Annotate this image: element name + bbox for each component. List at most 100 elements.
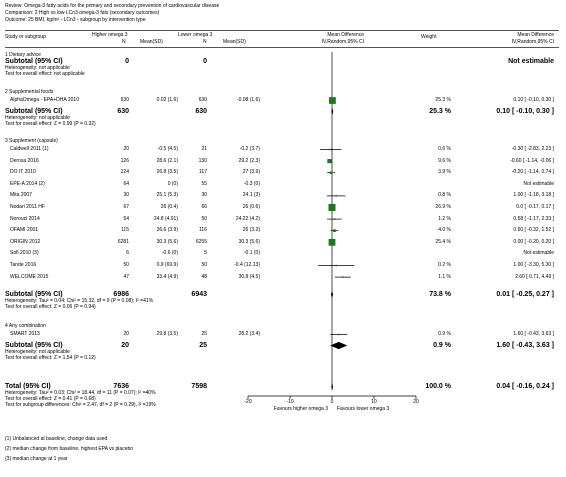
study-ci: Not estimable: [523, 250, 554, 257]
study-ci: 0.00 [ -0.20, 0.20 ]: [513, 238, 554, 245]
study-square: [337, 333, 340, 336]
study-n-low: 66: [201, 204, 207, 210]
study-n-high: 630: [120, 97, 129, 103]
study-mean-high: 28.6 (2.1): [156, 157, 178, 164]
subgroup-3-n-high: 6986: [113, 291, 129, 298]
x-tick-label: 0: [330, 399, 334, 405]
study-n-high: 6281: [117, 238, 129, 245]
study-n-low: 130: [198, 157, 207, 164]
study-name: DO IT 2010: [10, 169, 36, 176]
subgroup-3-title: 3 Supplement (capsule): [5, 138, 58, 144]
x-tick-label: -10: [286, 399, 294, 405]
study-square: [327, 159, 332, 164]
header-bottom-rule: [5, 47, 559, 48]
outcome-title: Outcome: 25 BMI, kg/m² - LCn3 - subgroup…: [5, 17, 146, 23]
study-mean-low: 30.3 (5.6): [238, 238, 260, 245]
total-diamond: [331, 382, 334, 391]
col-mean-high: Mean(SD): [140, 39, 163, 45]
study-ci: 1.00 [ -1.18, 3.18 ]: [513, 192, 554, 199]
study-name: Tande 2016: [10, 262, 37, 268]
footnote-1: (1) Unbalanced at baseline, change data …: [5, 436, 108, 442]
header-top-rule: [5, 30, 559, 31]
study-n-low: 21: [201, 146, 207, 152]
study-n-high: 20: [123, 146, 129, 152]
study-weight: 3.9 %: [438, 169, 451, 176]
subgroup-4-ci: 1.60 [ -0.43, 3.63 ]: [496, 342, 554, 349]
subgroup-4-overall: Test for overall effect: Z = 1.54 (P = 0…: [5, 355, 96, 361]
study-mean-low: 26 (3.2): [242, 227, 260, 234]
subtotal-diamond: [330, 341, 348, 350]
study-mean-low: 29.2 (2.3): [238, 157, 260, 164]
study-ci: 1.60 [ -0.43, 3.63 ]: [513, 331, 554, 337]
study-mean-high: 0.02 (1.6): [156, 97, 178, 103]
col-md-ci-sub: IV,Random,95% CI: [511, 39, 554, 45]
total-heterogeneity: Heterogeneity: Tau² = 0.03; Chi² = 18.44…: [5, 390, 156, 396]
study-mean-low: -0.1 (0): [243, 250, 260, 257]
study-n-low: 50: [201, 215, 207, 222]
subgroup-3-weight: 73.8 %: [429, 291, 451, 298]
study-mean-low: 24.1 (3): [242, 192, 260, 199]
col-study: Study or subgroup: [5, 34, 46, 40]
study-ci: 0.10 [ -0.10, 0.30 ]: [513, 97, 554, 103]
subgroup-4-n-low: 25: [199, 342, 207, 349]
col-high-group: Higher omega 3: [92, 32, 128, 38]
subgroup-4-n-high: 20: [121, 342, 129, 349]
favours-right-label: Favours lower omega 3: [337, 406, 390, 412]
study-mean-high: 33.4 (4.9): [156, 273, 178, 280]
study-name: Derosa 2016: [10, 157, 39, 164]
subgroup-3-heterogeneity: Heterogeneity: Tau² = 0.04; Chi² = 15.32…: [5, 298, 154, 304]
study-square: [329, 97, 336, 104]
study-mean-low: -0.08 (1.6): [236, 97, 260, 103]
subgroup-1-overall: Test for overall effect: not applicable: [5, 71, 85, 77]
subgroup-4-title: 4 Any combination: [5, 323, 46, 329]
study-mean-high: 0 (0): [167, 180, 178, 187]
study-ci: Not estimable: [523, 180, 554, 187]
study-n-low: 117: [199, 169, 207, 176]
study-name: Nodari 2011 HF: [10, 204, 45, 210]
study-mean-high: 0.9 (69.9): [156, 262, 178, 268]
study-mean-high: 25.1 (5.3): [156, 192, 178, 199]
col-md-title: Mean Difference: [327, 32, 364, 38]
subtotal-diamond: [330, 290, 334, 299]
study-name: OFAMI 2001: [10, 227, 39, 234]
study-square: [333, 218, 336, 220]
study-ci: -0.30 [ -2.83, 2.23 ]: [511, 146, 554, 152]
study-n-high: 50: [123, 262, 129, 268]
study-name: Sofi 2010 (3): [10, 250, 39, 257]
study-n-low: 6255: [195, 238, 207, 245]
footnote-2: (2) median change from baseline, highest…: [5, 446, 134, 452]
study-n-high: 30: [123, 192, 129, 199]
col-md-ci-title: Mean Difference: [517, 32, 554, 38]
study-mean-low: 26 (0.6): [242, 204, 260, 210]
study-mean-low: 27 (3.9): [242, 169, 260, 176]
study-weight: 0.2 %: [438, 262, 451, 268]
study-square: [335, 195, 337, 197]
study-mean-high: 26.8 (3.5): [156, 169, 178, 176]
study-name: EPE-A 2014 (2): [10, 180, 45, 187]
study-mean-high: 29.8 (3.5): [156, 331, 178, 337]
study-square: [329, 148, 332, 151]
subtotal-diamond: [331, 107, 334, 116]
subgroup-2-ci: 0.10 [ -0.10, 0.30 ]: [496, 108, 554, 115]
col-n-low: N: [203, 39, 207, 45]
study-mean-low: 30.8 (4.5): [238, 273, 260, 280]
x-tick-label: 10: [371, 399, 377, 405]
subgroup-3-ci: 0.01 [ -0.25, 0.27 ]: [496, 291, 554, 298]
study-n-high: 47: [123, 273, 129, 280]
favours-left-label: Favours higher omega 3: [273, 406, 328, 412]
study-ci: 0.60 [ -0.32, 1.52 ]: [513, 227, 554, 234]
study-weight: 4.0 %: [438, 227, 451, 234]
study-name: AlphaOmega - EPA+DHA 2010: [10, 97, 79, 103]
footnote-3: (3) median change at 1 year: [5, 456, 68, 462]
subgroup-3-subtotal-label: Subtotal (95% CI): [5, 291, 63, 298]
subgroup-1-n-low: 0: [203, 58, 207, 65]
study-mean-low: -0.2 (3.7): [239, 146, 260, 152]
study-n-low: 630: [198, 97, 207, 103]
x-tick-label: -20: [244, 399, 252, 405]
study-n-low: 55: [201, 180, 207, 187]
study-square: [328, 238, 336, 246]
study-name: ORIGIN 2012: [10, 238, 41, 245]
study-name: Caldwell 2011 (1): [10, 146, 49, 152]
study-n-high: 126: [120, 157, 129, 164]
